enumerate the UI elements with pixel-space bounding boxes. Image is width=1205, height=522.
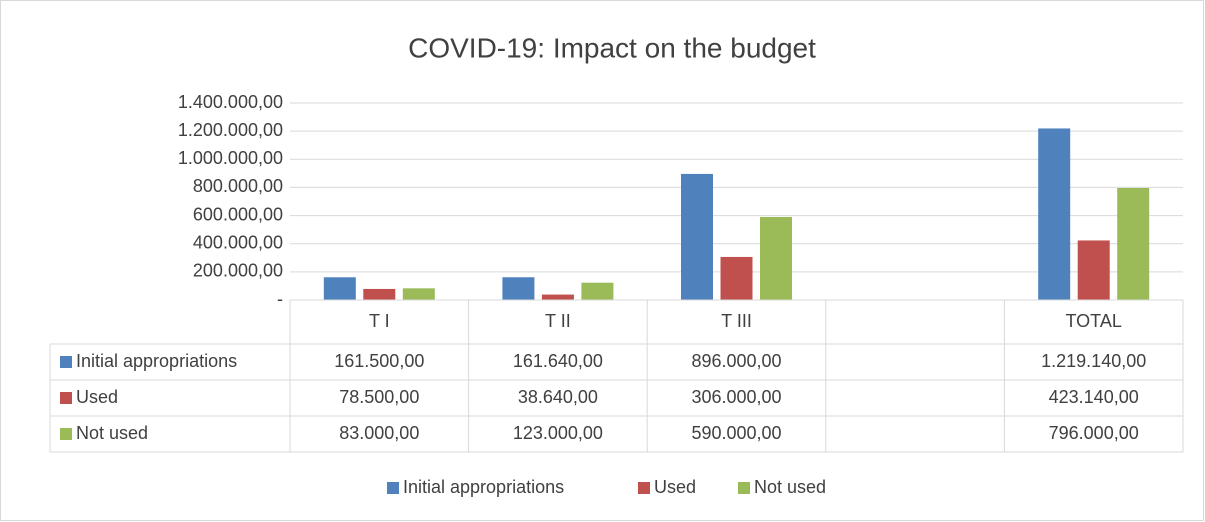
bar (323, 277, 356, 300)
x-tick-label: T III (721, 311, 752, 331)
bar (1077, 240, 1110, 300)
x-tick-label: T II (545, 311, 571, 331)
bar (1117, 187, 1150, 300)
bar (541, 294, 574, 300)
x-tick-label: T I (369, 311, 390, 331)
table-legend-key (60, 356, 72, 368)
bar (502, 277, 535, 300)
bar (581, 282, 614, 300)
data-label: 796.000,00 (1049, 423, 1139, 443)
data-label: 423.140,00 (1049, 387, 1139, 407)
bar (720, 256, 753, 300)
data-label: 161.500,00 (334, 351, 424, 371)
bar (760, 216, 792, 300)
legend-key (738, 482, 750, 494)
table-legend-key (60, 392, 72, 404)
data-label: 38.640,00 (518, 387, 598, 407)
y-tick-label: 1.400.000,00 (178, 92, 283, 112)
legend-label: Used (654, 477, 696, 497)
legend-key (387, 482, 399, 494)
bar (1038, 128, 1071, 300)
data-label: 590.000,00 (691, 423, 781, 443)
data-label: 78.500,00 (339, 387, 419, 407)
data-label: 1.219.140,00 (1041, 351, 1146, 371)
y-tick-label: - (277, 289, 283, 309)
chart-title: COVID-19: Impact on the budget (408, 32, 816, 63)
y-tick-label: 800.000,00 (193, 176, 283, 196)
table-row-label: Not used (76, 423, 148, 443)
data-label: 161.640,00 (513, 351, 603, 371)
bar (402, 288, 435, 300)
table-row-label: Used (76, 387, 118, 407)
y-tick-label: 400.000,00 (193, 232, 283, 252)
bar (681, 173, 713, 300)
data-label: 896.000,00 (691, 351, 781, 371)
bar (363, 288, 396, 300)
y-tick-label: 600.000,00 (193, 204, 283, 224)
data-label: 83.000,00 (339, 423, 419, 443)
legend-label: Initial appropriations (403, 477, 564, 497)
y-tick-label: 1.000.000,00 (178, 148, 283, 168)
data-label: 306.000,00 (691, 387, 781, 407)
legend-label: Not used (754, 477, 826, 497)
data-label: 123.000,00 (513, 423, 603, 443)
table-legend-key (60, 428, 72, 440)
legend-key (638, 482, 650, 494)
y-tick-label: 200.000,00 (193, 261, 283, 281)
table-row-label: Initial appropriations (76, 351, 237, 371)
x-tick-label: TOTAL (1066, 311, 1122, 331)
y-tick-label: 1.200.000,00 (178, 120, 283, 140)
